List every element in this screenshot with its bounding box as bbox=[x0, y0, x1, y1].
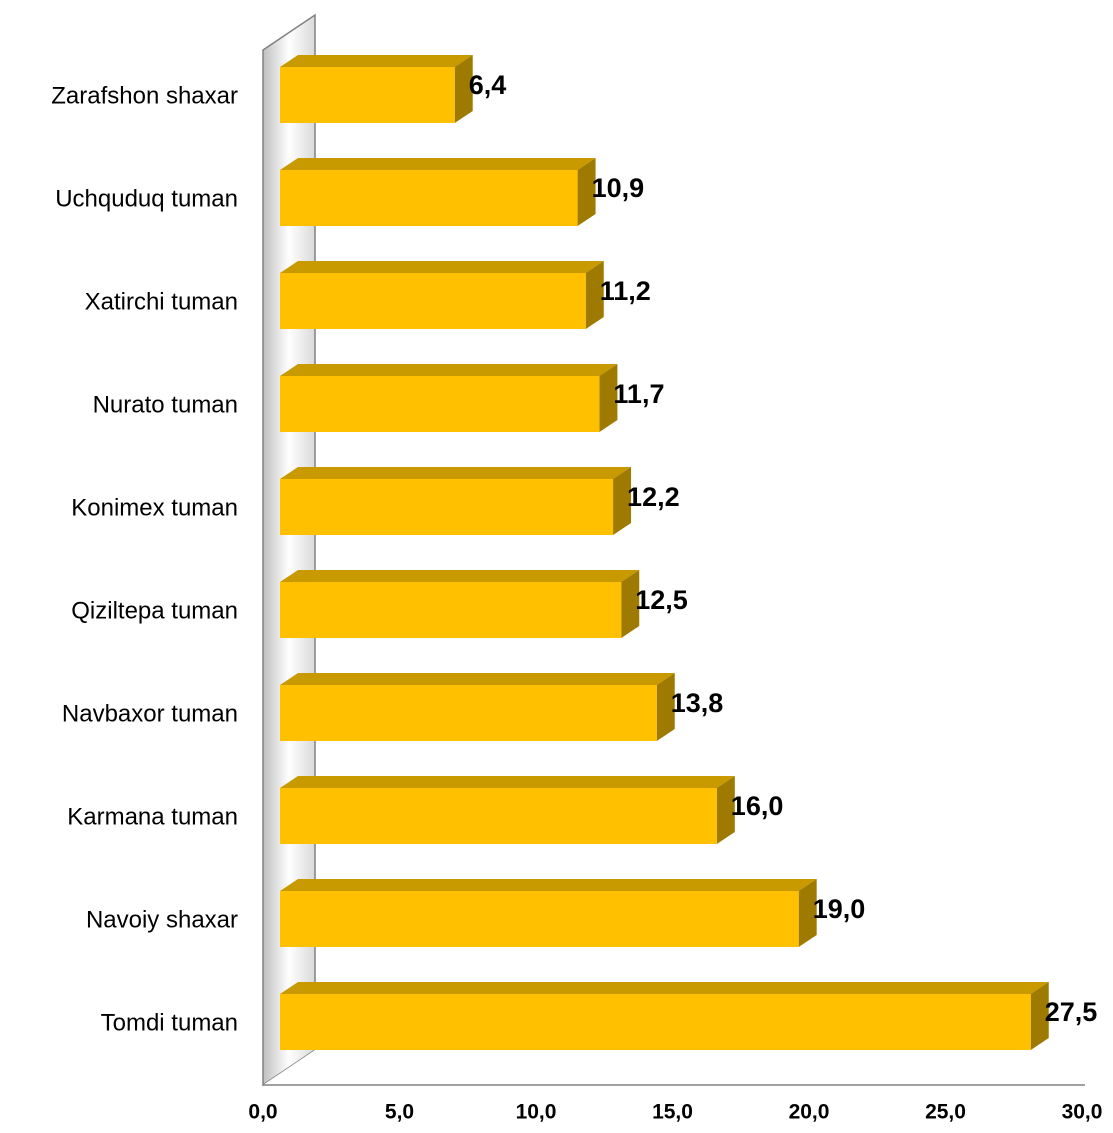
bar-side bbox=[599, 364, 618, 432]
x-tick-label: 30,0 bbox=[1062, 1101, 1103, 1124]
category-label: Tomdi tuman bbox=[101, 1009, 238, 1036]
bar bbox=[280, 67, 455, 123]
bar-side bbox=[798, 879, 817, 947]
category-label: Konimex tuman bbox=[71, 494, 238, 521]
bar-top bbox=[280, 364, 618, 376]
value-label: 6,4 bbox=[469, 70, 507, 100]
bar-side bbox=[454, 55, 473, 123]
bar bbox=[280, 273, 586, 329]
x-tick-label: 25,0 bbox=[925, 1101, 966, 1124]
bar-top bbox=[280, 467, 632, 479]
x-tick-label: 5,0 bbox=[385, 1101, 414, 1124]
bar-side bbox=[577, 158, 596, 226]
bar-side bbox=[613, 467, 632, 535]
value-label: 13,8 bbox=[671, 688, 724, 718]
category-label: Qiziltepa tuman bbox=[71, 597, 238, 624]
bar bbox=[280, 582, 622, 638]
value-label: 27,5 bbox=[1045, 997, 1098, 1027]
bar-top bbox=[280, 879, 817, 891]
bar-side bbox=[585, 261, 604, 329]
category-label: Nurato tuman bbox=[93, 391, 238, 418]
category-label: Navbaxor tuman bbox=[62, 700, 238, 727]
bar-side bbox=[656, 673, 675, 741]
category-label: Uchquduq tuman bbox=[55, 185, 238, 212]
bar bbox=[280, 788, 717, 844]
bar bbox=[280, 891, 799, 947]
value-label: 10,9 bbox=[592, 173, 645, 203]
bar-top bbox=[280, 55, 473, 67]
bar-top bbox=[280, 158, 596, 170]
category-label: Xatirchi tuman bbox=[85, 288, 238, 315]
bar-side bbox=[716, 776, 735, 844]
bar bbox=[280, 170, 578, 226]
x-tick-label: 10,0 bbox=[516, 1101, 557, 1124]
bar bbox=[280, 376, 600, 432]
x-tick-label: 20,0 bbox=[789, 1101, 830, 1124]
category-label: Karmana tuman bbox=[67, 803, 238, 830]
value-label: 11,7 bbox=[613, 379, 664, 409]
value-label: 11,2 bbox=[600, 276, 651, 306]
value-label: 19,0 bbox=[813, 894, 866, 924]
bar bbox=[280, 994, 1031, 1050]
value-label: 12,2 bbox=[627, 482, 680, 512]
x-tick-label: 0,0 bbox=[248, 1101, 277, 1124]
bar-top bbox=[280, 673, 675, 685]
value-label: 16,0 bbox=[731, 791, 784, 821]
x-tick-label: 15,0 bbox=[652, 1101, 693, 1124]
bar bbox=[280, 479, 614, 535]
bar-top bbox=[280, 776, 735, 788]
bar-side bbox=[621, 570, 640, 638]
bar-top bbox=[280, 570, 640, 582]
category-label: Navoiy shaxar bbox=[86, 906, 238, 933]
bar-top bbox=[280, 261, 604, 273]
value-label: 12,5 bbox=[635, 585, 688, 615]
floor bbox=[263, 1050, 1085, 1085]
bar-side bbox=[1030, 982, 1049, 1050]
bar bbox=[280, 685, 657, 741]
bar-top bbox=[280, 982, 1049, 994]
category-label: Zarafshon shaxar bbox=[51, 82, 238, 109]
